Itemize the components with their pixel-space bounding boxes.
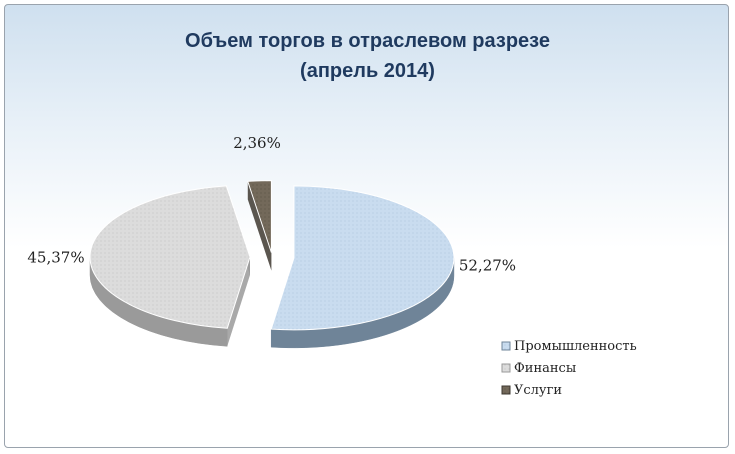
pie-slice-услуги <box>247 180 272 271</box>
legend-item-0: Промышленность <box>501 339 637 354</box>
chart-title: Объем торгов в отраслевом разрезе (апрел… <box>0 26 735 86</box>
data-label-0: 52,27% <box>459 257 516 275</box>
data-label-1: 45,37% <box>27 248 84 266</box>
chart-legend: Промышленность Финансы Услуги <box>501 339 637 398</box>
legend-item-2: Услуги <box>501 383 562 398</box>
legend-swatch-2 <box>501 385 511 395</box>
chart-title-line-2: (апрель 2014) <box>300 60 435 82</box>
legend-label-2: Услуги <box>514 383 562 398</box>
legend-item-1: Финансы <box>501 361 576 376</box>
chart-title-line-1: Объем торгов в отраслевом разрезе <box>185 30 550 52</box>
legend-swatch-1 <box>501 363 511 373</box>
legend-label-0: Промышленность <box>514 339 637 354</box>
pie-slice-финансы <box>89 185 251 347</box>
pie-slice-промышленность <box>270 185 455 349</box>
data-label-2: 2,36% <box>233 134 281 152</box>
legend-label-1: Финансы <box>514 361 576 376</box>
legend-swatch-0 <box>501 341 511 351</box>
